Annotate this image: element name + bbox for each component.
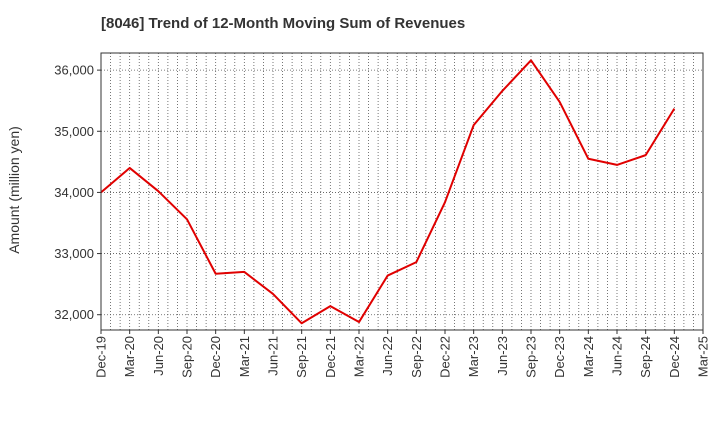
- y-tick-label: 34,000: [54, 185, 94, 200]
- x-tick-label: Sep-20: [180, 336, 195, 378]
- x-tick-label: Dec-20: [208, 336, 223, 378]
- x-tick-label: Sep-23: [524, 336, 539, 378]
- x-tick-label: Dec-19: [94, 336, 109, 378]
- x-tick-label: Jun-22: [380, 336, 395, 376]
- y-tick-label: 36,000: [54, 63, 94, 78]
- series-layer: [100, 59, 676, 325]
- series-line: [100, 59, 676, 325]
- plot-frame: [100, 52, 704, 331]
- plot-border: [100, 52, 704, 331]
- x-tick-label: Dec-22: [438, 336, 453, 378]
- x-tick-labels: Dec-19 Mar-20 Jun-20 Sep-20 Dec-20 Mar-21 Jun-…: [94, 330, 711, 378]
- x-tick-label: Jun-21: [266, 336, 281, 376]
- y-tick-labels: 32,000 33,000 34,000 35,000 36,000: [54, 63, 101, 322]
- x-tick-label: Jun-24: [610, 336, 625, 376]
- x-tick-label: Mar-21: [237, 336, 252, 377]
- chart-title: [8046] Trend of 12-Month Moving Sum of R…: [101, 15, 466, 32]
- x-tick-label: Dec-23: [552, 336, 567, 378]
- x-tick-label: Mar-23: [466, 336, 481, 377]
- x-tick-label: Sep-22: [409, 336, 424, 378]
- x-tick-label: Sep-21: [294, 336, 309, 378]
- y-tick-label: 32,000: [54, 307, 94, 322]
- y-tick-label: 33,000: [54, 246, 94, 261]
- x-tick-label: Dec-21: [323, 336, 338, 378]
- x-tick-label: Mar-25: [696, 336, 711, 377]
- y-tick-label: 35,000: [54, 124, 94, 139]
- x-tick-label: Mar-24: [581, 336, 596, 377]
- x-tick-label: Jun-20: [151, 336, 166, 376]
- grid-layer: [100, 53, 704, 330]
- x-tick-label: Dec-24: [667, 336, 682, 378]
- x-tick-label: Mar-20: [122, 336, 137, 377]
- x-tick-label: Sep-24: [638, 336, 653, 378]
- x-tick-label: Mar-22: [352, 336, 367, 377]
- x-tick-label: Jun-23: [495, 336, 510, 376]
